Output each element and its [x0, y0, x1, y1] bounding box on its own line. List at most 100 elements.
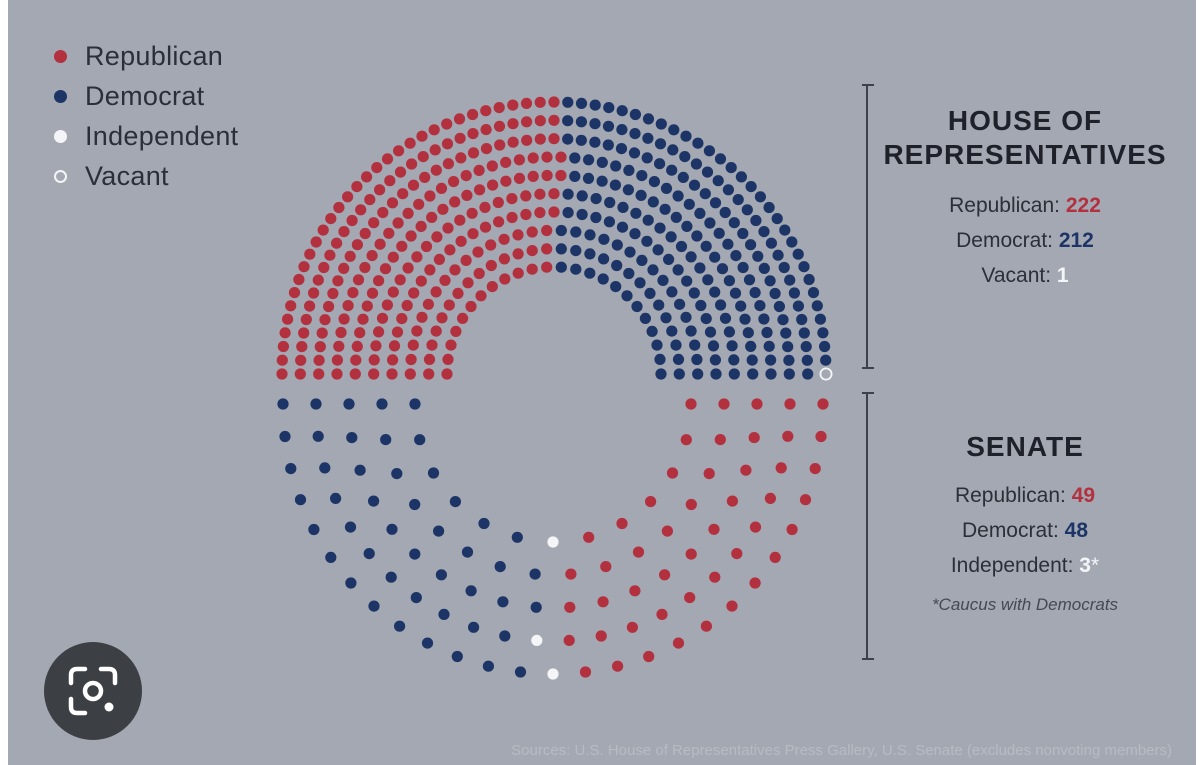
seat-democrat	[634, 277, 646, 289]
seat-republican	[775, 462, 787, 474]
seat-democrat	[782, 341, 794, 353]
seat-democrat	[285, 463, 297, 475]
seat-democrat	[642, 214, 654, 226]
seat-republican	[541, 243, 553, 255]
seat-democrat	[735, 171, 748, 183]
seat-republican	[351, 181, 363, 193]
seat-democrat	[681, 220, 693, 232]
seat-democrat	[648, 176, 661, 188]
seat-republican	[512, 248, 524, 260]
seat-republican	[632, 546, 645, 558]
seat-democrat	[319, 462, 331, 474]
seat-democrat	[765, 237, 778, 249]
seat-democrat	[438, 608, 450, 621]
seat-democrat	[435, 569, 447, 581]
seat-democrat	[725, 162, 737, 174]
seat-republican	[799, 494, 812, 506]
seat-democrat	[729, 287, 742, 299]
seat-independent	[547, 668, 559, 680]
seat-republican	[428, 124, 440, 136]
seat-democrat	[368, 495, 380, 507]
seat-republican	[392, 217, 404, 229]
seat-democrat	[704, 217, 716, 229]
seat-democrat	[583, 154, 595, 166]
seat-democrat	[728, 368, 740, 380]
seat-republican	[534, 133, 546, 145]
seat-democrat	[414, 434, 426, 446]
seat-republican	[316, 327, 328, 339]
seat-republican	[565, 568, 577, 580]
seat-democrat	[772, 249, 784, 261]
seat-democrat	[715, 299, 727, 311]
seat-republican	[527, 152, 539, 164]
seat-republican	[314, 341, 326, 353]
seat-republican	[408, 287, 420, 299]
seat-republican	[304, 248, 316, 260]
seat-democrat	[771, 213, 783, 225]
seat-republican	[480, 105, 492, 117]
seat-democrat	[792, 300, 805, 312]
seat-republican	[595, 630, 607, 642]
seat-democrat	[674, 298, 686, 310]
seat-republican	[335, 326, 347, 339]
seat-democrat	[277, 398, 289, 410]
seat-republican	[443, 299, 455, 311]
seat-republican	[313, 368, 325, 380]
seat-republican	[486, 281, 498, 293]
seat-republican	[277, 340, 289, 353]
seat-democrat	[628, 147, 641, 159]
seat-republican	[396, 240, 408, 252]
senate-bracket	[862, 392, 880, 660]
seat-democrat	[433, 525, 445, 537]
house-title-line1: HOUSE OF	[947, 105, 1103, 136]
seat-democrat	[700, 240, 712, 252]
seat-republican	[460, 254, 472, 266]
seat-democrat	[758, 313, 770, 325]
seat-republican	[467, 147, 480, 159]
seat-democrat	[807, 287, 820, 299]
vacant-circle-icon	[54, 169, 67, 183]
seat-republican	[479, 201, 491, 213]
seat-democrat	[604, 196, 616, 209]
seat-republican	[563, 634, 575, 647]
seat-democrat	[654, 222, 666, 234]
seat-republican	[666, 467, 679, 479]
seat-democrat	[752, 250, 764, 262]
seat-democrat	[344, 521, 357, 533]
seat-republican	[416, 311, 428, 323]
seat-republican	[349, 368, 361, 380]
seat-democrat	[792, 248, 804, 260]
seat-democrat	[325, 551, 337, 564]
seat-democrat	[728, 217, 740, 229]
senate-stat-value: 49	[1071, 484, 1096, 507]
seat-democrat	[589, 118, 601, 130]
seat-democrat	[279, 430, 291, 443]
seat-democrat	[722, 238, 734, 250]
seat-democrat	[465, 585, 477, 597]
seat-democrat	[735, 300, 747, 312]
seat-republican	[324, 249, 336, 261]
seat-republican	[387, 251, 399, 263]
legend-label-republican: Republican	[85, 40, 224, 71]
seat-democrat	[746, 354, 758, 366]
seat-republican	[386, 368, 398, 380]
seat-democrat	[786, 236, 798, 248]
google-lens-button[interactable]	[44, 642, 142, 740]
seat-republican	[344, 250, 356, 262]
seat-republican	[276, 354, 288, 366]
seat-republican	[444, 244, 456, 256]
seat-democrat	[642, 132, 654, 144]
seat-republican	[448, 176, 460, 188]
seat-democrat	[689, 339, 701, 351]
seat-republican	[460, 170, 472, 182]
senate-stat-label: Democrat:	[961, 519, 1059, 542]
seat-republican	[396, 313, 408, 325]
seat-democrat	[343, 398, 355, 410]
seat-vacant	[819, 367, 833, 381]
seat-republican	[359, 261, 371, 274]
seat-democrat	[655, 368, 667, 380]
seat-democrat	[575, 97, 588, 109]
seat-republican	[817, 398, 829, 410]
seat-republican	[342, 191, 354, 203]
